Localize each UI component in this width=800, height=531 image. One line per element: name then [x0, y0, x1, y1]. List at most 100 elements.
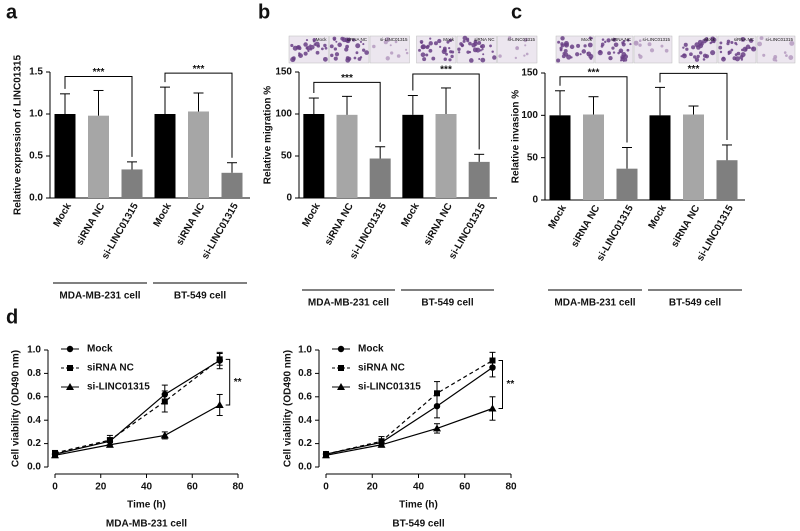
legend-label: Mock: [358, 344, 384, 355]
cell-stain: [705, 38, 709, 42]
significance-bracket: [498, 360, 503, 409]
cell-stain: [638, 43, 642, 47]
cell-stain: [448, 47, 451, 50]
cell-stain: [604, 40, 607, 44]
data-point: [434, 390, 440, 397]
significance-label: ***: [193, 64, 205, 75]
cell-stain: [477, 41, 482, 45]
bar: [188, 111, 209, 198]
image-label: siRNA NC: [347, 37, 368, 42]
bar: [649, 115, 671, 200]
cell-stain: [682, 46, 685, 49]
image-label: Mock: [316, 37, 328, 42]
cell-stain: [619, 50, 622, 53]
cell-stain: [626, 48, 630, 52]
cell-stain: [466, 39, 470, 43]
y-tick-label: 1.0: [298, 345, 312, 356]
y-axis-label: Relative migration %: [263, 86, 274, 184]
bar: [616, 168, 638, 200]
cell-stain: [560, 48, 563, 51]
cell-stain: [394, 40, 398, 44]
cell-stain: [608, 55, 613, 61]
bar: [88, 115, 109, 198]
cell-stain: [330, 53, 334, 58]
cell-stain: [560, 43, 565, 48]
cell-stain: [694, 42, 700, 48]
group-label: MDA-MB-231 cell: [554, 298, 635, 309]
group-label: MDA-MB-231 cell: [308, 298, 389, 309]
significance-bracket: [659, 72, 728, 140]
cell-stain: [437, 38, 442, 44]
x-tick-label: siRNA NC: [323, 201, 356, 247]
significance-bracket: [225, 358, 231, 406]
cell-stain: [468, 41, 472, 46]
cell-stain: [428, 41, 433, 46]
cell-stain: [623, 54, 629, 59]
cell-stain: [562, 52, 566, 55]
cell-stain: [566, 54, 572, 60]
cell-stain: [344, 47, 349, 52]
cell-stain: [638, 54, 643, 59]
y-axis-label: Relative invasion %: [511, 90, 522, 183]
cell-stain: [685, 47, 689, 51]
y-tick-label: 50: [281, 151, 293, 162]
cell-stain: [448, 58, 452, 62]
data-point: [106, 437, 113, 444]
cell-stain: [321, 47, 324, 51]
x-tick-label: si-LINC01315: [348, 201, 389, 261]
cell-stain: [420, 52, 426, 58]
significance-bracket: [164, 72, 233, 158]
x-tick-label: Mock: [647, 203, 670, 231]
data-point: [377, 440, 386, 448]
cell-stain: [428, 48, 433, 53]
image-label: siRNA NC: [734, 37, 755, 42]
cell-stain: [385, 56, 390, 61]
cell-stain: [564, 42, 569, 48]
x-tick-label: 0: [323, 482, 329, 493]
group-label: BT-549 cell: [421, 298, 473, 309]
cell-stain: [314, 41, 320, 47]
cell-stain: [560, 36, 565, 41]
legend-marker: [337, 383, 345, 390]
cell-stain: [751, 46, 757, 52]
series-line: [325, 367, 493, 455]
series-line: [54, 358, 221, 454]
x-tick-label: 80: [505, 482, 517, 493]
bar: [154, 114, 176, 198]
cell-stain: [480, 44, 486, 49]
cell-stain: [581, 49, 587, 54]
cell-stain: [739, 55, 744, 60]
cell-stain: [433, 41, 438, 46]
y-tick-label: 0.0: [298, 462, 312, 473]
cell-stain: [726, 39, 731, 44]
data-point: [322, 451, 330, 459]
cell-stain: [457, 51, 461, 54]
x-tick-label: si-LINC01315: [200, 201, 241, 261]
cell-stain: [730, 48, 734, 52]
image-label: si-LINC01315: [507, 37, 535, 42]
cell-stain: [633, 40, 639, 46]
bar: [54, 114, 76, 198]
caption: BT-549 cell: [392, 519, 444, 530]
cell-stain: [361, 48, 366, 52]
image-label: Mock: [581, 37, 593, 42]
cell-stain: [524, 44, 527, 47]
data-point: [160, 431, 169, 439]
x-tick-label: si-LINC01315: [595, 203, 636, 263]
cell-stain: [333, 47, 338, 51]
cell-stain: [312, 39, 316, 43]
y-tick-label: 150: [275, 67, 292, 78]
cell-stain: [621, 42, 626, 47]
significance-label: **: [234, 377, 242, 388]
panel-letter: c: [511, 1, 522, 23]
image-label: si-LINC01315: [642, 37, 670, 42]
cell-stain: [734, 53, 738, 57]
panel-letter: b: [258, 1, 270, 23]
cell-stain: [480, 57, 486, 63]
cell-stain: [445, 52, 448, 56]
x-tick-label: siRNA NC: [174, 201, 207, 247]
cell-stain: [759, 36, 764, 41]
group-label: BT-549 cell: [174, 291, 226, 302]
cell-stain: [462, 35, 468, 41]
cell-stain: [789, 40, 795, 46]
